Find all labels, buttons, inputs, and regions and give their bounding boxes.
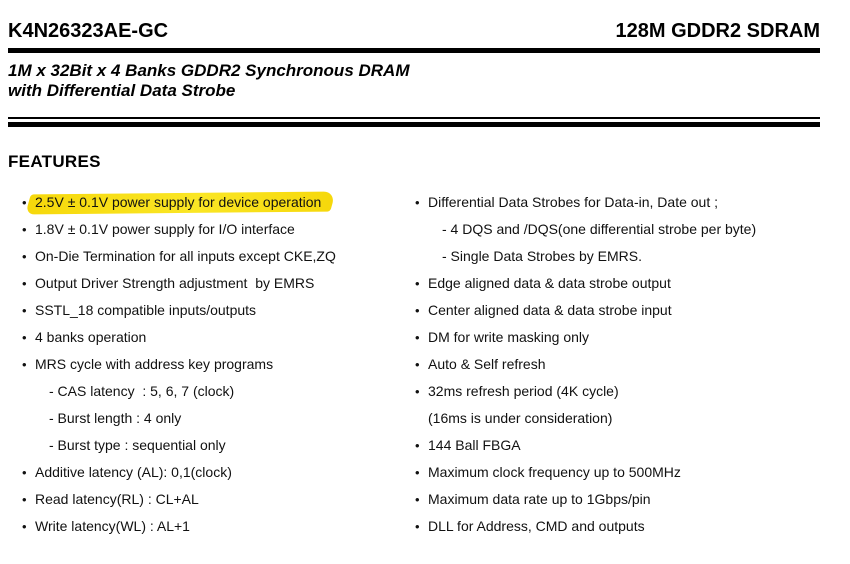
feature-text: 1.8V ± 0.1V power supply for I/O interfa… xyxy=(35,221,295,237)
feature-item: • On-Die Termination for all inputs excep… xyxy=(22,243,414,270)
feature-item: • Output Driver Strength adjustment by EM… xyxy=(22,270,414,297)
bullet-icon: • xyxy=(415,438,420,453)
feature-text: Output Driver Strength adjustment by EMR… xyxy=(35,275,315,291)
feature-text: DM for write masking only xyxy=(428,329,590,345)
bullet-icon xyxy=(36,405,49,432)
feature-text: Maximum clock frequency up to 500MHz xyxy=(428,464,681,480)
feature-text: Maximum data rate up to 1Gbps/pin xyxy=(428,491,651,507)
feature-text: 4 banks operation xyxy=(35,329,147,345)
bullet-icon: • xyxy=(22,330,27,345)
feature-text: Additive latency (AL): 0,1(clock) xyxy=(35,464,232,480)
feature-text: Center aligned data & data strobe input xyxy=(428,302,672,318)
feature-text: On-Die Termination for all inputs except… xyxy=(35,248,336,264)
feature-item: - Burst length : 4 only xyxy=(22,405,414,432)
feature-item: - Single Data Strobes by EMRS. xyxy=(415,243,845,270)
subtitle: 1M x 32Bit x 4 Banks GDDR2 Synchronous D… xyxy=(8,61,409,101)
feature-text: - 4 DQS and /DQS(one differential strobe… xyxy=(442,221,757,237)
feature-item: • DLL for Address, CMD and outputs xyxy=(415,513,845,540)
bullet-icon xyxy=(36,432,49,459)
feature-text: 144 Ball FBGA xyxy=(428,437,521,453)
features-heading: FEATURES xyxy=(8,152,101,171)
bullet-icon: • xyxy=(22,249,27,264)
part-number: K4N26323AE-GC xyxy=(8,20,169,42)
bullet-icon: • xyxy=(415,357,420,372)
feature-text: Auto & Self refresh xyxy=(428,356,546,372)
feature-text: Read latency(RL) : CL+AL xyxy=(35,491,199,507)
header-rule xyxy=(8,48,820,53)
feature-item: - 4 DQS and /DQS(one differential strobe… xyxy=(415,216,845,243)
feature-item: • Center aligned data & data strobe input xyxy=(415,297,845,324)
subtitle-line-1: 1M x 32Bit x 4 Banks GDDR2 Synchronous D… xyxy=(8,61,410,80)
bullet-icon: • xyxy=(415,492,420,507)
bullet-icon: • xyxy=(415,519,420,534)
feature-item: • Differential Data Strobes for Data-in, … xyxy=(415,189,845,216)
feature-text: - Burst type : sequential only xyxy=(49,437,226,453)
bullet-icon: • xyxy=(22,195,27,210)
bullet-icon: • xyxy=(22,492,27,507)
feature-item: • 2.5V ± 0.1V power supply for device ope… xyxy=(22,189,414,216)
bullet-icon: • xyxy=(415,195,420,210)
feature-item: • Maximum data rate up to 1Gbps/pin xyxy=(415,486,845,513)
feature-item: - CAS latency : 5, 6, 7 (clock) xyxy=(22,378,414,405)
feature-text: - CAS latency : 5, 6, 7 (clock) xyxy=(49,383,235,399)
features-right-column: • Differential Data Strobes for Data-in, … xyxy=(415,189,845,540)
feature-item: • MRS cycle with address key programs xyxy=(22,351,414,378)
bullet-icon: • xyxy=(415,384,420,399)
feature-text: DLL for Address, CMD and outputs xyxy=(428,518,645,534)
feature-text: Write latency(WL) : AL+1 xyxy=(35,518,190,534)
feature-text: (16ms is under consideration) xyxy=(428,410,613,426)
divider-thin-rule xyxy=(8,117,820,119)
feature-item: • 1.8V ± 0.1V power supply for I/O interf… xyxy=(22,216,414,243)
feature-item: • Edge aligned data & data strobe output xyxy=(415,270,845,297)
feature-item: • 4 banks operation xyxy=(22,324,414,351)
bullet-icon: • xyxy=(415,465,420,480)
bullet-icon xyxy=(36,378,49,405)
feature-item: • Read latency(RL) : CL+AL xyxy=(22,486,414,513)
bullet-icon: • xyxy=(22,465,27,480)
header: K4N26323AE-GC 128M GDDR2 SDRAM xyxy=(8,20,820,43)
bullet-icon xyxy=(429,216,442,243)
feature-item: • Write latency(WL) : AL+1 xyxy=(22,513,414,540)
bullet-icon: • xyxy=(22,357,27,372)
feature-text: - Single Data Strobes by EMRS. xyxy=(442,248,642,264)
feature-text: Edge aligned data & data strobe output xyxy=(428,275,671,291)
feature-text: MRS cycle with address key programs xyxy=(35,356,274,372)
feature-item: • SSTL_18 compatible inputs/outputs xyxy=(22,297,414,324)
feature-item: • Additive latency (AL): 0,1(clock) xyxy=(22,459,414,486)
feature-text: Differential Data Strobes for Data-in, D… xyxy=(428,194,718,210)
bullet-icon: • xyxy=(415,303,420,318)
bullet-icon: • xyxy=(22,303,27,318)
product-family-title: 128M GDDR2 SDRAM xyxy=(615,20,820,42)
feature-text: 32ms refresh period (4K cycle) xyxy=(428,383,619,399)
feature-text-highlighted: 2.5V ± 0.1V power supply for device oper… xyxy=(35,189,321,216)
feature-item: (16ms is under consideration) xyxy=(415,405,845,432)
bullet-icon: • xyxy=(415,330,420,345)
feature-item: • 32ms refresh period (4K cycle) xyxy=(415,378,845,405)
bullet-icon xyxy=(429,243,442,270)
subtitle-line-2: with Differential Data Strobe xyxy=(8,81,236,100)
divider-heavy-rule xyxy=(8,122,820,127)
bullet-icon xyxy=(415,405,428,432)
bullet-icon: • xyxy=(22,222,27,237)
feature-item: • Auto & Self refresh xyxy=(415,351,845,378)
feature-text: SSTL_18 compatible inputs/outputs xyxy=(35,302,257,318)
bullet-icon: • xyxy=(22,519,27,534)
feature-item: • Maximum clock frequency up to 500MHz xyxy=(415,459,845,486)
feature-item: - Burst type : sequential only xyxy=(22,432,414,459)
bullet-icon: • xyxy=(415,276,420,291)
feature-item: • 144 Ball FBGA xyxy=(415,432,845,459)
feature-item: • DM for write masking only xyxy=(415,324,845,351)
features-left-column: • 2.5V ± 0.1V power supply for device ope… xyxy=(22,189,414,540)
bullet-icon: • xyxy=(22,276,27,291)
feature-text: - Burst length : 4 only xyxy=(49,410,182,426)
